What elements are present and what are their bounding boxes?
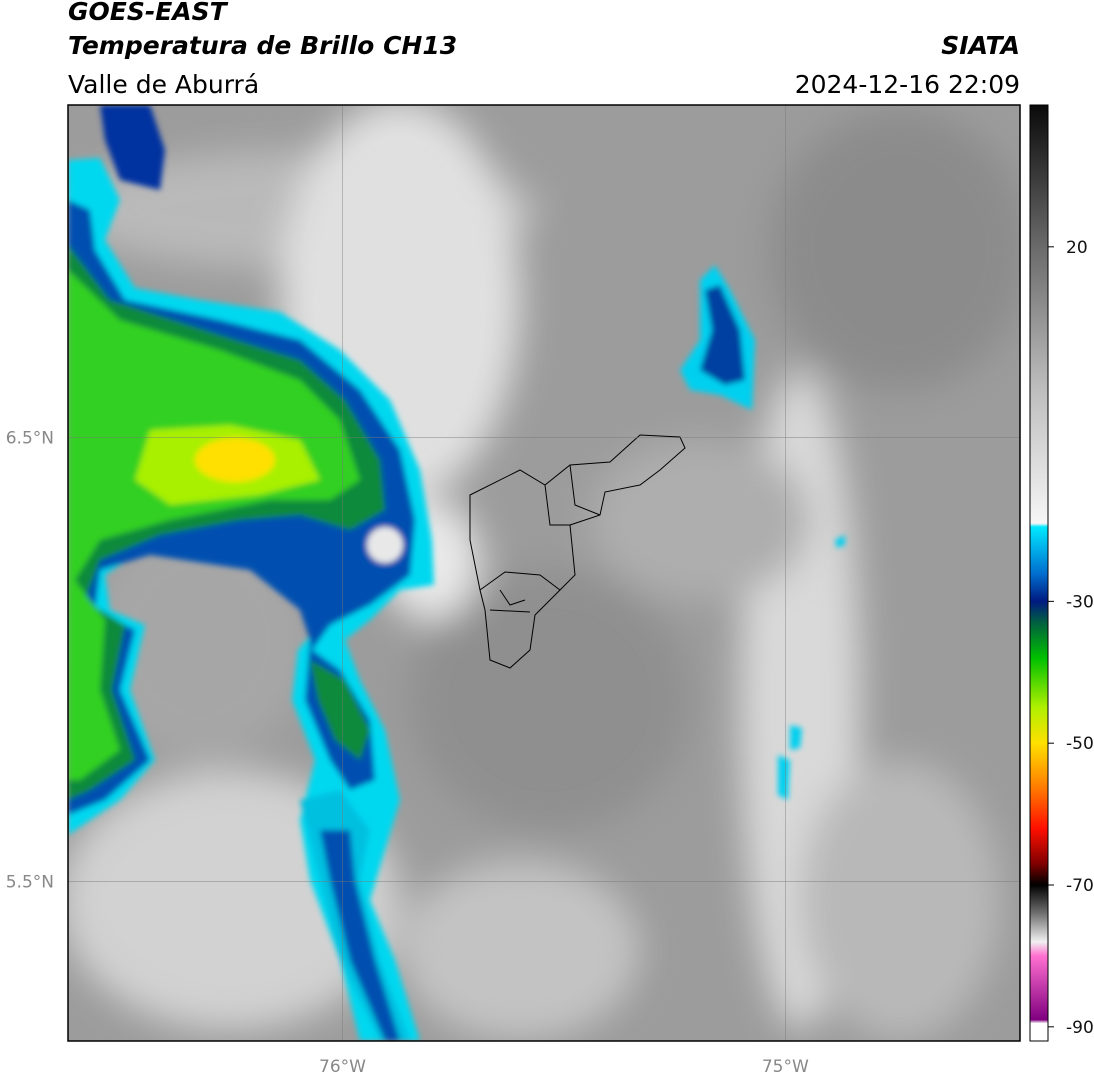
- colorbar-tick-label: -90: [1066, 1018, 1094, 1038]
- colorbar: [1029, 104, 1049, 1042]
- colorbar-tick-label: 20: [1066, 238, 1088, 258]
- map-frame: [67, 104, 1021, 1042]
- datetime: 2024-12-16 22:09: [795, 70, 1020, 99]
- colorbar-tick-label: -70: [1066, 876, 1094, 896]
- x-tick-label: 76°W: [319, 1057, 366, 1077]
- source: SIATA: [941, 31, 1020, 60]
- y-tick-label: 5.5°N: [6, 872, 54, 892]
- subtitle: Temperatura de Brillo CH13: [68, 31, 457, 60]
- valle-aburra-outline: [469, 434, 686, 669]
- title: GOES-EAST: [68, 0, 229, 26]
- colorbar-tick-label: -30: [1066, 592, 1094, 612]
- y-tick-label: 6.5°N: [6, 429, 54, 449]
- x-tick-label: 75°W: [762, 1057, 809, 1077]
- satellite-image: [68, 105, 1020, 1041]
- colorbar-tick-label: -50: [1066, 734, 1094, 754]
- region: Valle de Aburrá: [68, 70, 259, 99]
